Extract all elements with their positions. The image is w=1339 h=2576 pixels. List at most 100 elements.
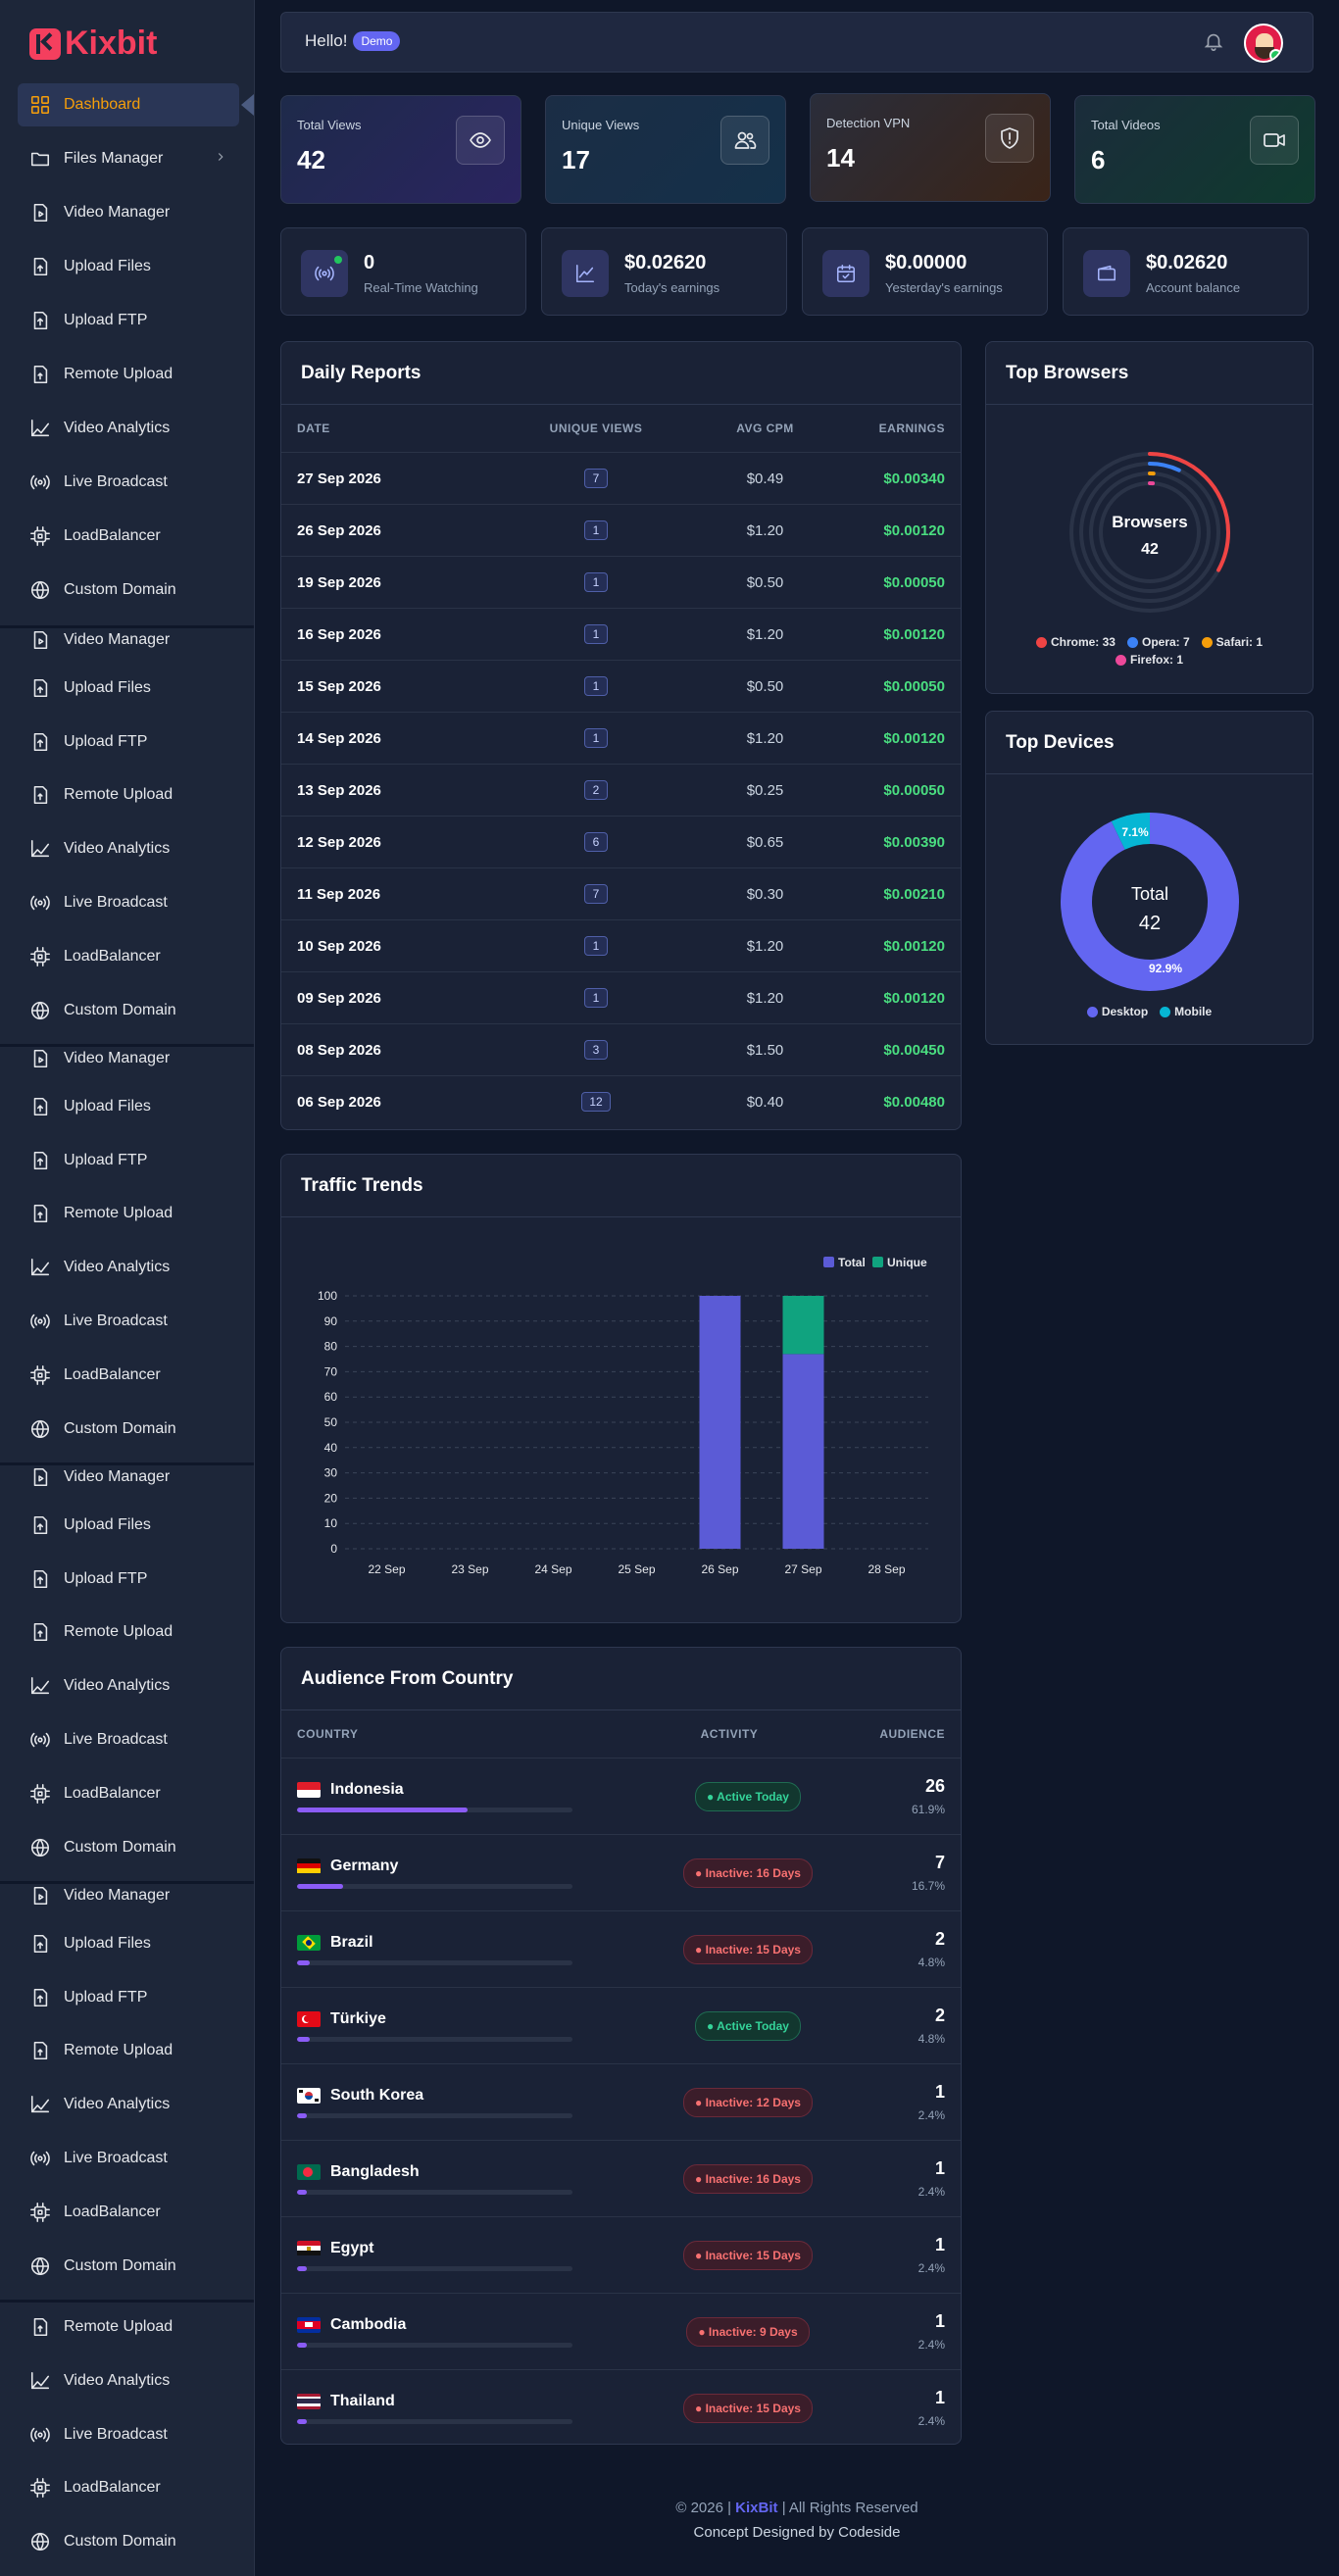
report-unique-views-cell: 1 [513,520,679,540]
sidebar-item-custom-domain[interactable]: Custom Domain [18,569,239,612]
x-tick-label: 28 Sep [868,1562,905,1576]
sidebar-item-custom-domain[interactable]: Custom Domain [18,2245,239,2288]
stat-card-detection-vpn: Detection VPN 14 [810,93,1051,202]
sidebar-item-upload-files[interactable]: Upload Files [18,667,239,710]
sidebar-item-label: Custom Domain [64,2533,176,2551]
user-avatar[interactable] [1244,24,1283,63]
traffic-trends-chart: 0 10 20 30 40 50 60 70 80 90 100 22 Sep 23 Sep 24 Sep… [318,1256,928,1576]
sidebar-item-upload-ftp[interactable]: Upload FTP [18,1558,239,1601]
sidebar-item-upload-files[interactable]: Upload Files [18,245,239,288]
unique-views-pill: 1 [584,520,608,540]
sidebar-item-upload-files[interactable]: Upload Files [18,1085,239,1128]
sidebar-item-custom-domain[interactable]: Custom Domain [18,1408,239,1451]
footer-brand-link[interactable]: KixBit [735,2500,778,2516]
sidebar-item-remote-upload[interactable]: Remote Upload [18,773,239,817]
sidebar-item-loadbalancer[interactable]: LoadBalancer [18,515,239,558]
notification-bell-icon[interactable] [1203,30,1224,57]
sidebar-item-live-broadcast[interactable]: Live Broadcast [18,461,239,504]
sidebar-item-custom-domain[interactable]: Custom Domain [18,989,239,1032]
sidebar-item-label: Custom Domain [64,581,176,598]
sidebar-item-video-analytics[interactable]: Video Analytics [18,1664,239,1708]
sidebar-item-live-broadcast[interactable]: Live Broadcast [18,1718,239,1761]
sidebar-item-video-manager[interactable]: Video Manager [18,1037,239,1080]
sidebar-item-remote-upload[interactable]: Remote Upload [18,1610,239,1654]
bar-total-27-sep[interactable] [782,1354,824,1549]
radial-bar-safari[interactable] [1089,471,1211,593]
daily-reports-header: DATE UNIQUE VIEWS AVG CPM EARNINGS [281,405,961,452]
sidebar-item-video-analytics[interactable]: Video Analytics [18,2359,239,2403]
sidebar-item-upload-ftp[interactable]: Upload FTP [18,1976,239,2019]
legend-item-desktop[interactable]: Desktop [1086,1005,1148,1018]
sidebar-item-remote-upload[interactable]: Remote Upload [18,1192,239,1235]
audience-progress-fill [297,2112,307,2118]
radial-bar-chrome[interactable] [1069,452,1230,613]
legend-item-chrome[interactable]: Chrome: 33 [1035,635,1116,649]
legend-label: Chrome: 33 [1050,635,1116,649]
activity-cell: ● Inactive: 9 Days [591,2316,905,2347]
sidebar-item-live-broadcast[interactable]: Live Broadcast [18,2413,239,2456]
legend-item-mobile[interactable]: Mobile [1160,1005,1212,1018]
sidebar-item-video-analytics[interactable]: Video Analytics [18,827,239,870]
sidebar-item-loadbalancer[interactable]: LoadBalancer [18,1772,239,1815]
sidebar-item-dashboard[interactable]: Dashboard [18,83,239,126]
donut-slice-desktop[interactable] [1052,804,1248,1000]
analytics-icon [29,2370,51,2392]
audience-progress-bar [297,2036,572,2042]
sidebar-item-loadbalancer[interactable]: LoadBalancer [18,935,239,978]
sidebar-item-upload-files[interactable]: Upload Files [18,1922,239,1965]
sidebar-item-remote-upload[interactable]: Remote Upload [18,2305,239,2349]
sidebar-item-loadbalancer[interactable]: LoadBalancer [18,2191,239,2234]
legend-item-safari[interactable]: Safari: 1 [1201,635,1263,649]
bar-unique-27-sep[interactable] [782,1296,824,1355]
sidebar-item-custom-domain[interactable]: Custom Domain [18,1826,239,1869]
sidebar-item-remote-upload[interactable]: Remote Upload [18,2029,239,2072]
legend-label-unique[interactable]: Unique [887,1256,927,1269]
sidebar-item-video-analytics[interactable]: Video Analytics [18,407,239,450]
bar-total-26-sep[interactable] [699,1296,741,1549]
legend-item-firefox[interactable]: Firefox: 1 [1115,653,1183,667]
chip-icon [29,1783,51,1805]
unique-views-pill: 7 [584,469,608,488]
radial-bar-opera[interactable] [1079,462,1220,603]
video-camera-icon [1250,116,1299,165]
upload-ftp-icon [29,1987,51,2008]
sidebar-item-video-manager[interactable]: Video Manager [18,1456,239,1499]
upload-file-icon [29,1096,51,1117]
sidebar-item-video-manager[interactable]: Video Manager [18,1874,239,1917]
audience-progress-fill [297,2342,307,2348]
sidebar-item-loadbalancer[interactable]: LoadBalancer [18,1354,239,1397]
sidebar-item-files-manager[interactable]: Files Manager [18,137,239,180]
legend-label-total[interactable]: Total [838,1256,866,1269]
sidebar-item-loadbalancer[interactable]: LoadBalancer [18,2466,239,2509]
country-name-wrap: Egypt [297,2240,591,2257]
radial-bar-firefox[interactable] [1099,481,1201,583]
mini-stat-label: Account balance [1146,280,1241,295]
sidebar-item-remote-upload[interactable]: Remote Upload [18,353,239,396]
sidebar-item-custom-domain[interactable]: Custom Domain [18,2520,239,2563]
report-date: 11 Sep 2026 [297,885,381,903]
broadcast-icon [29,2148,51,2169]
sidebar-item-upload-ftp[interactable]: Upload FTP [18,1139,239,1182]
sidebar-item-video-analytics[interactable]: Video Analytics [18,2083,239,2126]
country-name-wrap: Germany [297,1858,591,1875]
sidebar-item-upload-files[interactable]: Upload Files [18,1504,239,1547]
sidebar-item-upload-ftp[interactable]: Upload FTP [18,720,239,764]
sidebar-item-video-analytics[interactable]: Video Analytics [18,1246,239,1289]
sidebar-item-upload-ftp[interactable]: Upload FTP [18,299,239,342]
report-earnings: $0.00120 [883,729,945,747]
remote-upload-icon [29,364,51,385]
sidebar-item-video-manager[interactable]: Video Manager [18,191,239,234]
sidebar-item-live-broadcast[interactable]: Live Broadcast [18,881,239,924]
y-tick-label: 30 [324,1466,338,1480]
sidebar-item-video-manager[interactable]: Video Manager [18,619,239,662]
legend-item-opera[interactable]: Opera: 7 [1126,635,1190,649]
table-row: 27 Sep 2026 7 $0.49 $0.00340 [281,452,961,504]
sidebar-collapse-toggle[interactable] [241,94,254,116]
brand-logo[interactable]: Kixbit [29,25,157,63]
report-unique-views-cell: 7 [513,469,679,488]
sidebar-item-live-broadcast[interactable]: Live Broadcast [18,1300,239,1343]
stat-label: Total Videos [1091,118,1161,132]
footer-copyright: © 2026 | KixBit | All Rights Reserved [280,2500,1314,2516]
sidebar-item-live-broadcast[interactable]: Live Broadcast [18,2137,239,2180]
upload-ftp-icon [29,1150,51,1171]
